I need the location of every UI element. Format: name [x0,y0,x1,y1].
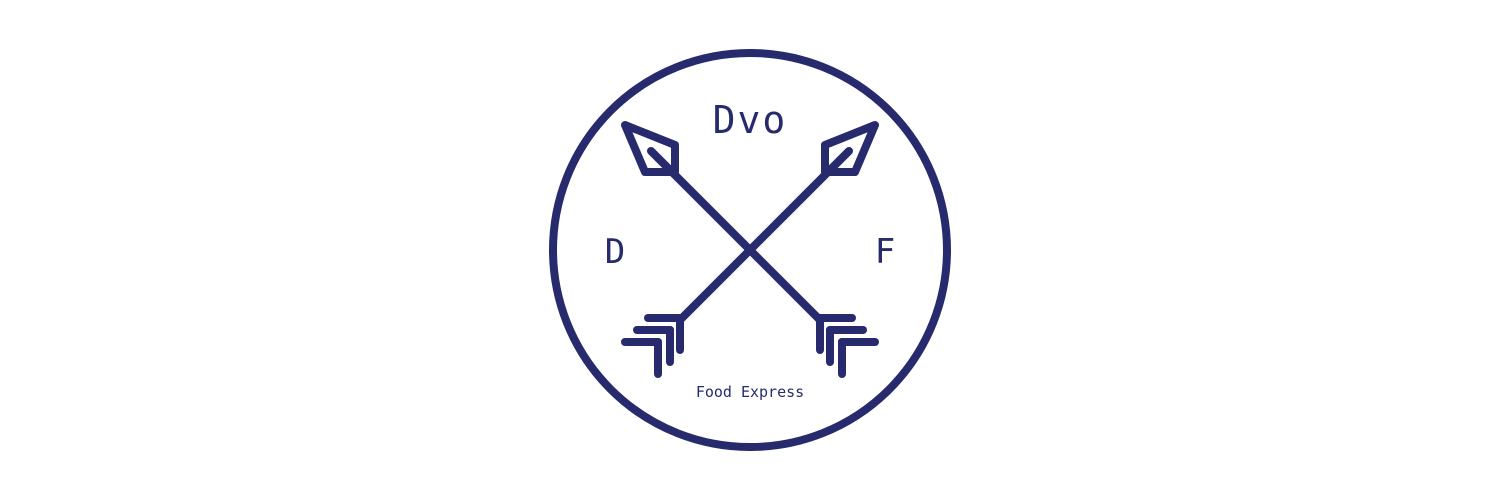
logo-tagline: Food Express [696,383,804,401]
arrow-icon-right [621,121,879,378]
arrowhead-ridge [824,147,853,176]
arrow-shaft [676,168,832,324]
logo-left-letter: D [605,232,625,272]
arrowhead-ridge [647,147,676,176]
arrow-shaft [668,168,824,324]
logo-right-letter: F [875,232,895,272]
arrow-icon-left [621,121,879,378]
fletching-icon [816,314,879,378]
fletching-icon [621,314,684,378]
logo-ring [549,49,951,451]
logo-title: Dvo [713,98,788,142]
